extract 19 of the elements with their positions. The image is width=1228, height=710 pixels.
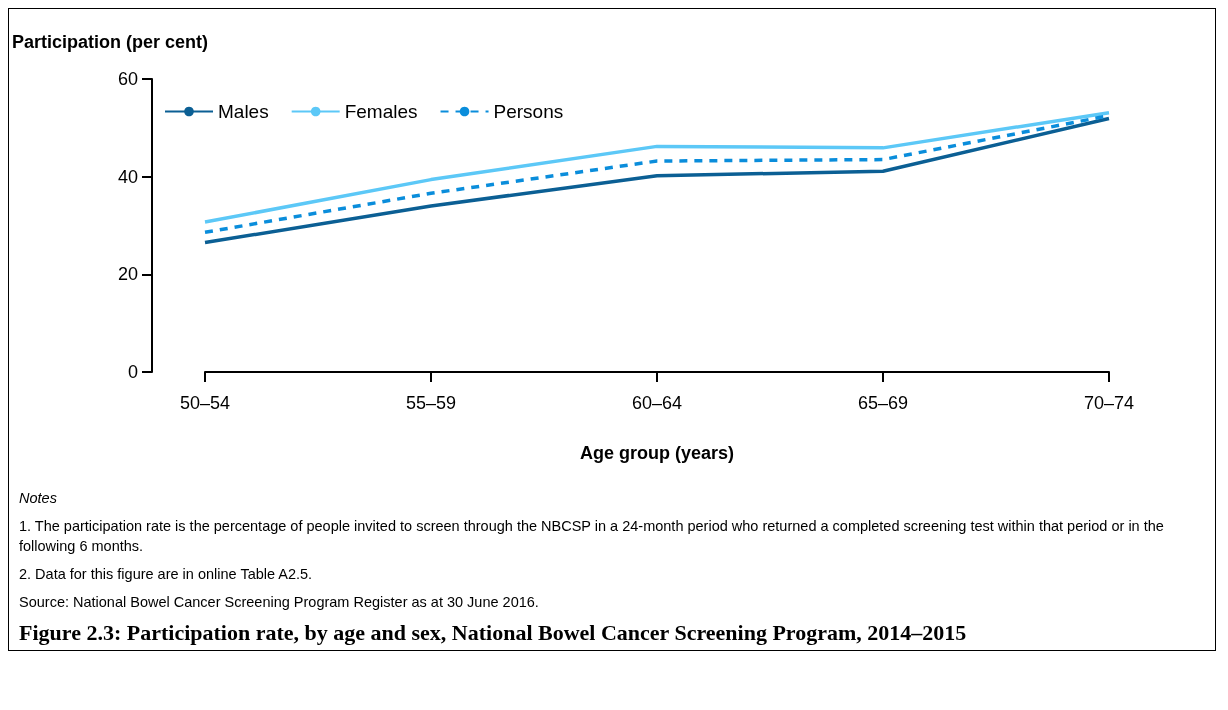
source-note: Source: National Bowel Cancer Screening Program Register as at 30 June 2016.: [19, 593, 540, 612]
x-tick-label: 65–69: [857, 393, 909, 413]
text: Notes: [19, 489, 58, 508]
text: 2. Data for this figure are in online Table A2.5.: [19, 565, 314, 584]
x-tick-label: 50–54: [179, 393, 231, 413]
legend-label: Males: [218, 101, 269, 122]
text: Figure 2.3: Participation rate, by age and sex, National Bowel Cancer Screening Program, 2014–2015: [18, 620, 968, 647]
legend-label: Persons: [493, 101, 564, 122]
x-tick-label: 70–74: [1083, 393, 1135, 413]
y-axis-title: Participation (per cent): [12, 32, 209, 52]
y-tick-label: 0: [127, 362, 138, 382]
x-tick-label: 60–64: [631, 393, 683, 413]
x-axis-title: Age group (years): [579, 443, 735, 463]
y-tick-label: 40: [117, 166, 138, 187]
x-tick-label: 55–59: [405, 393, 457, 413]
text: 1. The participation rate is the percentage of people invited to screen through the NBCSP in a 24-month period who returned a completed screening test within that period or in the following 6 months.: [19, 517, 1165, 556]
y-tick-label: 20: [117, 264, 138, 285]
legend-label: Females: [344, 101, 418, 122]
y-tick-label: 60: [117, 69, 138, 89]
